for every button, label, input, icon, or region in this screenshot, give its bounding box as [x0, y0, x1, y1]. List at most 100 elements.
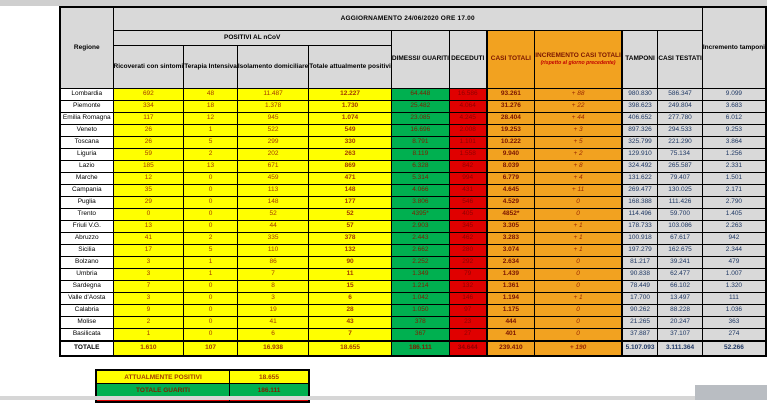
ricoverati-cell: 7 [112, 280, 185, 293]
header-incremento-casi-note: (rispetto al giorno precedente) [540, 59, 616, 66]
ricoverati-cell: 12 [112, 172, 185, 185]
casi_testati-cell: 20.247 [657, 316, 703, 329]
casi_totali-cell: 444 [485, 316, 536, 329]
terapia-cell: 2 [183, 232, 238, 245]
tamponi-cell: 129.910 [620, 148, 659, 161]
deceduti-cell: 1.558 [448, 148, 488, 161]
terapia-cell: 0 [183, 172, 238, 185]
casi_totali-cell: 4.645 [485, 184, 536, 197]
totale_positivi-cell: 549 [308, 124, 392, 137]
table-row: Marche 12 0 459 471 5.314 994 6.779 + 4 131.622 79… [59, 172, 767, 185]
region-cell: Piemonte [59, 100, 114, 113]
casi_testati-cell: 277.780 [657, 112, 703, 125]
tamponi-cell: 90.838 [620, 268, 659, 281]
dimessi-cell: 1.349 [390, 268, 450, 281]
header-casi-totali: CASI TOTALI [485, 30, 536, 89]
casi_totali-cell: 1.175 [485, 304, 536, 317]
region-cell: Puglia [59, 196, 114, 209]
tamponi-cell: 90.262 [620, 304, 659, 317]
deceduti-cell: 292 [448, 256, 488, 269]
casi_totali-cell: 239.410 [485, 340, 536, 357]
incremento-cell: 0 [534, 256, 623, 269]
tamponi-cell: 5.107.093 [620, 340, 659, 357]
isolamento-cell: 459 [236, 172, 310, 185]
incremento_tamponi-cell: 52.266 [701, 340, 767, 357]
legend-label: TOTALE GUARITI [95, 383, 230, 397]
dimessi-cell: 64.448 [390, 88, 450, 101]
update-banner: AGGIORNAMENTO 24/06/2020 ORE 17.00 [112, 6, 703, 31]
casi_totali-cell: 3.305 [485, 220, 536, 233]
region-cell: Emilia Romagna [59, 112, 114, 125]
ricoverati-cell: 26 [112, 124, 185, 137]
deceduti-cell: 842 [448, 160, 488, 173]
tamponi-cell: 398.623 [620, 100, 659, 113]
deceduti-cell: 4.245 [448, 112, 488, 125]
table-row: Sicilia 17 5 110 132 2.662 280 3.074 + 1 197.279 1… [59, 244, 767, 257]
dimessi-cell: 367 [390, 328, 450, 342]
totale_positivi-cell: 7 [308, 328, 392, 342]
incremento-cell: 0 [534, 208, 623, 221]
casi_totali-cell: 2.634 [485, 256, 536, 269]
table-row: Liguria 59 2 202 263 8.119 1.558 9.940 + 2 129.91… [59, 148, 767, 161]
casi_testati-cell: 162.675 [657, 244, 703, 257]
terapia-cell: 0 [183, 316, 238, 329]
incremento_tamponi-cell: 2.171 [701, 184, 767, 197]
tamponi-cell: 21.265 [620, 316, 659, 329]
covid-region-table: Regione AGGIORNAMENTO 24/06/2020 ORE 17.… [59, 6, 767, 357]
terapia-cell: 0 [183, 280, 238, 293]
player-scrubber [695, 385, 767, 400]
dimessi-cell: 186.111 [390, 340, 450, 357]
tamponi-cell: 406.652 [620, 112, 659, 125]
isolamento-cell: 16.938 [236, 340, 310, 357]
ricoverati-cell: 35 [112, 184, 185, 197]
region-cell: Friuli V.G. [59, 220, 114, 233]
dimessi-cell: 6.328 [390, 160, 450, 173]
dimessi-cell: 1.050 [390, 304, 450, 317]
tamponi-cell: 131.622 [620, 172, 659, 185]
region-cell: Bolzano [59, 256, 114, 269]
tamponi-cell: 325.799 [620, 136, 659, 149]
header-incremento-tamponi: Incremento tamponi [701, 6, 767, 89]
region-cell: Umbria [59, 268, 114, 281]
region-cell: TOTALE [59, 340, 114, 357]
incremento-cell: + 11 [534, 184, 623, 197]
incremento-cell: + 8 [534, 160, 623, 173]
deceduti-cell: 79 [448, 268, 488, 281]
casi_testati-cell: 67.617 [657, 232, 703, 245]
dimessi-cell: 3.806 [390, 196, 450, 209]
incremento-cell: 0 [534, 304, 623, 317]
incremento_tamponi-cell: 3.683 [701, 100, 767, 113]
table-row: Campania 35 0 113 148 4.066 431 4.645 + 11 269.47… [59, 184, 767, 197]
dimessi-cell: 5.314 [390, 172, 450, 185]
terapia-cell: 0 [183, 220, 238, 233]
incremento_tamponi-cell: 1.320 [701, 280, 767, 293]
casi_totali-cell: 4852* [485, 208, 536, 221]
isolamento-cell: 3 [236, 292, 310, 305]
incremento_tamponi-cell: 111 [701, 292, 767, 305]
terapia-cell: 0 [183, 328, 238, 342]
casi_testati-cell: 37.107 [657, 328, 703, 342]
table-row: Basilicata 1 0 6 7 367 27 401 0 37.887 37.107 274 [59, 328, 767, 342]
table-row: Lombardia 692 48 11.487 12.227 64.448 16.586 93… [59, 88, 767, 101]
deceduti-cell: 4.064 [448, 100, 488, 113]
incremento-cell: + 4 [534, 172, 623, 185]
dimessi-cell: 2.443 [390, 232, 450, 245]
incremento-cell: + 44 [534, 112, 623, 125]
terapia-cell: 1 [183, 268, 238, 281]
header-positivi-group: POSITIVI AL nCoV [112, 30, 392, 46]
casi_totali-cell: 1.361 [485, 280, 536, 293]
table-row: Calabria 9 0 19 28 1.050 97 1.175 0 90.262 88.228 1… [59, 304, 767, 317]
deceduti-cell: 994 [448, 172, 488, 185]
casi_testati-cell: 62.477 [657, 268, 703, 281]
table-row: Emilia Romagna 117 12 945 1.074 23.085 4.245 28… [59, 112, 767, 125]
table-row: Valle d'Aosta 3 0 3 6 1.042 146 1.194 + 1 17.700 1… [59, 292, 767, 305]
ricoverati-cell: 59 [112, 148, 185, 161]
casi_totali-cell: 19.253 [485, 124, 536, 137]
totale_positivi-cell: 11 [308, 268, 392, 281]
dimessi-cell: 1.042 [390, 292, 450, 305]
legend-value: 186.111 [229, 383, 310, 397]
incremento_tamponi-cell: 6.012 [701, 112, 767, 125]
deceduti-cell: 146 [448, 292, 488, 305]
casi_testati-cell: 79.407 [657, 172, 703, 185]
table-row: Toscana 26 5 299 330 8.791 1.101 10.222 + 5 325.7… [59, 136, 767, 149]
